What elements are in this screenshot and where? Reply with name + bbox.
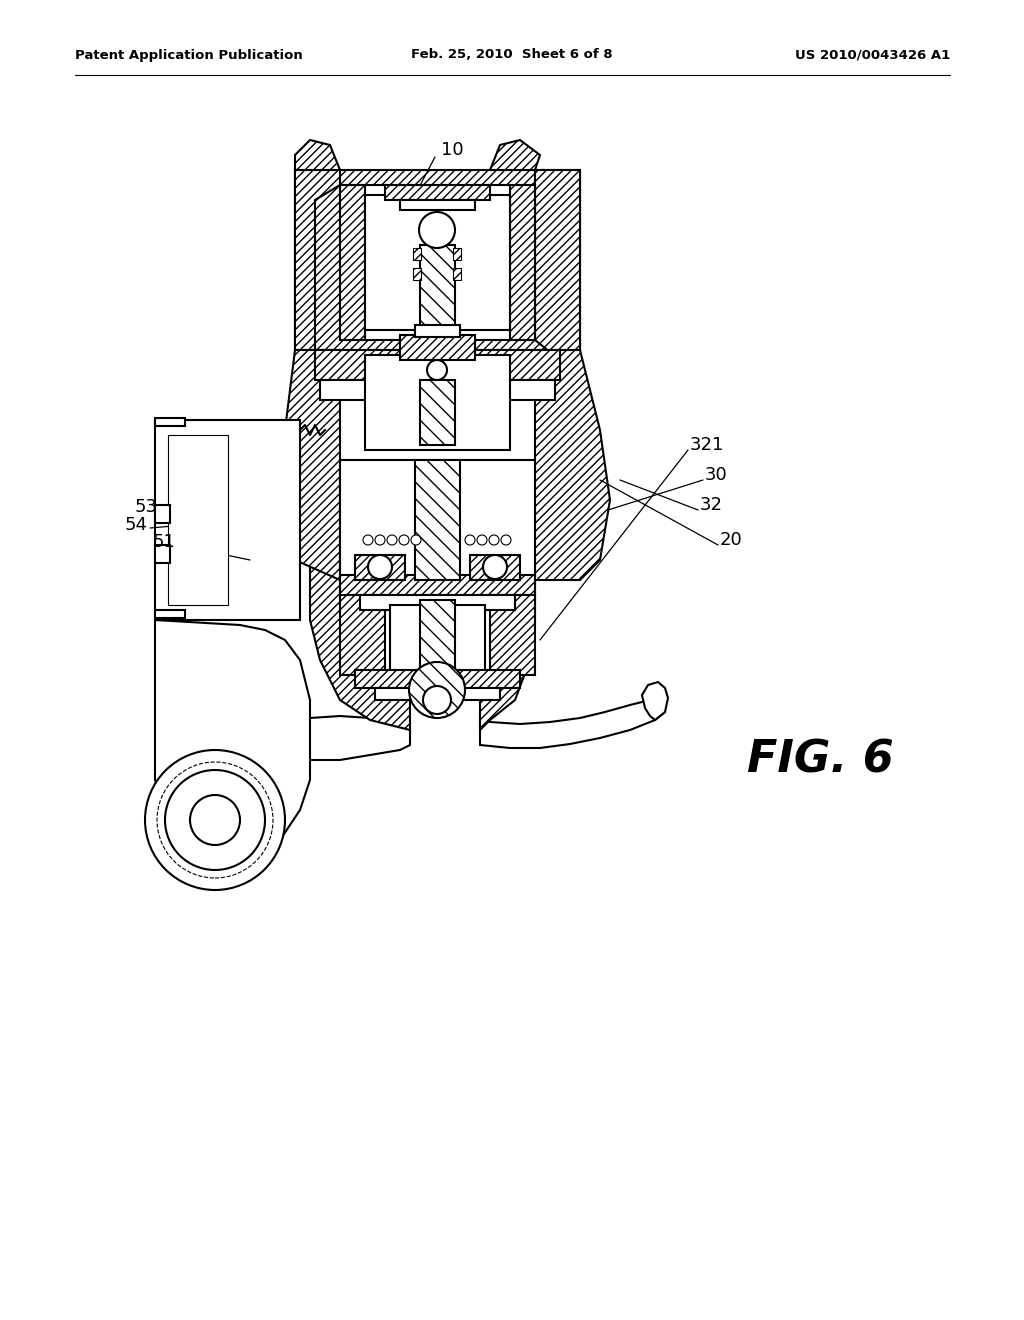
Circle shape <box>501 535 511 545</box>
Bar <box>155 420 300 620</box>
Bar <box>420 380 455 445</box>
Bar <box>413 248 421 260</box>
Bar <box>319 380 555 400</box>
Polygon shape <box>310 560 410 730</box>
Bar <box>168 436 228 605</box>
Bar <box>453 248 461 260</box>
Circle shape <box>465 535 475 545</box>
Polygon shape <box>480 560 535 730</box>
Bar <box>490 595 535 675</box>
Circle shape <box>427 360 447 380</box>
Circle shape <box>423 686 451 714</box>
Circle shape <box>419 213 455 248</box>
Bar <box>360 595 515 610</box>
Polygon shape <box>234 710 410 760</box>
Bar <box>400 335 475 360</box>
Polygon shape <box>535 350 610 579</box>
Text: 54: 54 <box>125 516 148 535</box>
Polygon shape <box>285 350 340 579</box>
Circle shape <box>145 750 285 890</box>
Bar <box>155 418 185 426</box>
Bar <box>155 506 170 523</box>
Bar <box>453 268 461 280</box>
Circle shape <box>411 535 421 545</box>
Polygon shape <box>295 170 340 350</box>
Polygon shape <box>295 140 340 170</box>
Bar <box>340 576 535 595</box>
Bar <box>415 459 460 579</box>
Text: 51: 51 <box>153 533 175 550</box>
Text: FIG. 6: FIG. 6 <box>746 738 893 781</box>
Circle shape <box>477 535 487 545</box>
Bar <box>155 610 185 618</box>
Bar <box>355 671 520 688</box>
Bar <box>315 350 560 380</box>
Circle shape <box>368 554 392 579</box>
Bar <box>420 601 455 680</box>
Polygon shape <box>480 700 665 748</box>
Circle shape <box>409 663 465 718</box>
Circle shape <box>489 535 499 545</box>
Text: 20: 20 <box>720 531 742 549</box>
Bar <box>470 554 520 579</box>
Text: Feb. 25, 2010  Sheet 6 of 8: Feb. 25, 2010 Sheet 6 of 8 <box>412 49 612 62</box>
Bar <box>295 170 580 350</box>
Polygon shape <box>490 140 540 170</box>
Circle shape <box>387 535 397 545</box>
Bar <box>413 268 421 280</box>
Bar <box>385 185 490 201</box>
Text: 321: 321 <box>690 436 724 454</box>
Text: Patent Application Publication: Patent Application Publication <box>75 49 303 62</box>
Bar <box>510 185 535 341</box>
Text: 32: 32 <box>700 496 723 513</box>
Bar <box>340 185 535 341</box>
Circle shape <box>362 535 373 545</box>
Bar <box>340 459 535 579</box>
Bar <box>340 185 365 341</box>
Text: 30: 30 <box>705 466 728 484</box>
Bar <box>390 605 485 675</box>
Text: US 2010/0043426 A1: US 2010/0043426 A1 <box>795 49 950 62</box>
Bar <box>375 688 500 700</box>
Bar <box>355 554 406 579</box>
Bar <box>420 246 455 341</box>
Polygon shape <box>535 170 580 360</box>
Polygon shape <box>642 682 668 719</box>
Bar <box>340 595 385 675</box>
Text: 10: 10 <box>440 141 463 158</box>
Circle shape <box>375 535 385 545</box>
Bar <box>400 201 475 210</box>
Circle shape <box>190 795 240 845</box>
Bar <box>365 355 510 450</box>
Circle shape <box>165 770 265 870</box>
Polygon shape <box>155 620 310 865</box>
Bar <box>155 545 170 564</box>
Circle shape <box>483 554 507 579</box>
Text: 53: 53 <box>135 498 158 516</box>
Bar <box>365 195 510 330</box>
Circle shape <box>399 535 409 545</box>
Bar <box>415 325 460 337</box>
